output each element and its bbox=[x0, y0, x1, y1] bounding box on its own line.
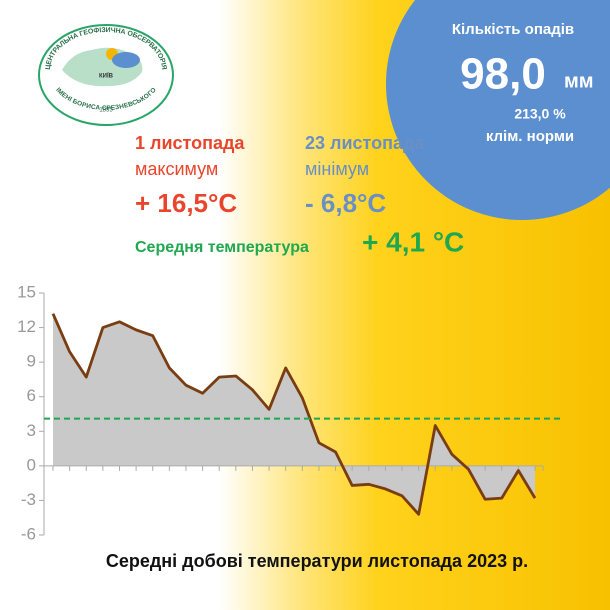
min-date: 23 листопада bbox=[305, 133, 425, 153]
max-value: + 16,5°C bbox=[135, 188, 237, 218]
y-tick-label: 3 bbox=[27, 421, 36, 440]
y-tick-label: 15 bbox=[17, 282, 36, 301]
min-value: - 6,8°C bbox=[305, 188, 386, 218]
mean-label: Середня температура bbox=[135, 239, 309, 256]
chart-title: Середні добові температури листопада 202… bbox=[106, 551, 528, 571]
logo-year: 1855 bbox=[99, 108, 113, 114]
mean-value: + 4,1 °C bbox=[362, 226, 464, 257]
area bbox=[53, 313, 535, 515]
logo-city: КИЇВ bbox=[99, 73, 114, 80]
logo-cloud bbox=[112, 52, 140, 68]
line bbox=[51, 313, 537, 516]
precip-label: Кількість опадів bbox=[452, 21, 574, 38]
y-tick-label: -6 bbox=[21, 524, 36, 543]
y-tick-label: 9 bbox=[27, 352, 36, 371]
precip-percent: 213,0 % bbox=[514, 106, 566, 122]
precipitation: Кількість опадів 98,0 мм 213,0 % клім. н… bbox=[386, 0, 610, 220]
precip-value: 98,0 bbox=[460, 50, 546, 99]
y-tick-label: -3 bbox=[21, 490, 36, 509]
y-tick-label: 0 bbox=[27, 455, 36, 474]
precip-unit: мм bbox=[564, 70, 594, 92]
logo: ЦЕНТРАЛЬНА ГЕОФІЗИЧНА ОБСЕРВАТОРІЯ ІМЕНІ… bbox=[38, 24, 174, 126]
precip-circle bbox=[386, 0, 610, 220]
max-date: 1 листопада bbox=[135, 133, 245, 153]
y-tick-label: 6 bbox=[27, 386, 36, 405]
precip-note: клім. норми bbox=[486, 128, 574, 145]
extremes: 1 листопада максимум + 16,5°C 23 листопа… bbox=[135, 133, 464, 258]
min-label: мінімум bbox=[305, 159, 369, 179]
y-tick-label: 12 bbox=[17, 317, 36, 336]
max-label: максимум bbox=[135, 159, 218, 179]
